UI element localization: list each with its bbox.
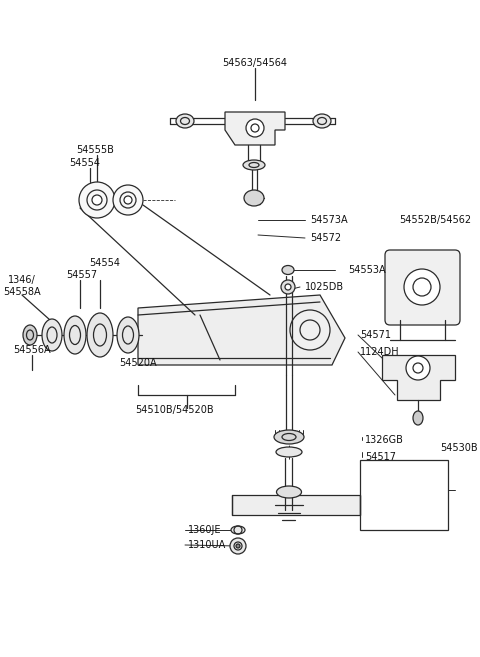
Ellipse shape: [23, 325, 37, 345]
Polygon shape: [232, 495, 360, 515]
Ellipse shape: [313, 114, 331, 128]
Circle shape: [285, 284, 291, 290]
Ellipse shape: [243, 160, 265, 170]
Text: 54530B: 54530B: [440, 443, 478, 453]
Ellipse shape: [231, 526, 245, 534]
Text: 54517: 54517: [365, 452, 396, 462]
Ellipse shape: [87, 313, 113, 357]
Ellipse shape: [276, 447, 302, 457]
Text: 54510B/54520B: 54510B/54520B: [136, 405, 214, 415]
Text: 1124DH: 1124DH: [360, 347, 400, 357]
Text: 54520A: 54520A: [119, 358, 157, 368]
Circle shape: [246, 119, 264, 137]
Text: 54555B: 54555B: [76, 145, 114, 155]
Circle shape: [79, 182, 115, 218]
Ellipse shape: [117, 317, 139, 353]
Circle shape: [230, 538, 246, 554]
Text: 1360JE: 1360JE: [188, 525, 221, 535]
Text: 54556A: 54556A: [13, 345, 51, 355]
Circle shape: [406, 356, 430, 380]
Text: 54572: 54572: [310, 233, 341, 243]
Ellipse shape: [176, 114, 194, 128]
Circle shape: [124, 196, 132, 204]
Text: 54554: 54554: [70, 158, 100, 168]
Circle shape: [113, 185, 143, 215]
Circle shape: [281, 280, 295, 294]
Circle shape: [92, 195, 102, 205]
Circle shape: [236, 544, 240, 548]
Text: 54552B/54562: 54552B/54562: [399, 215, 471, 225]
Ellipse shape: [42, 319, 62, 351]
Polygon shape: [225, 112, 285, 145]
Ellipse shape: [274, 430, 304, 444]
Circle shape: [290, 310, 330, 350]
Text: 54563/54564: 54563/54564: [223, 58, 288, 68]
Ellipse shape: [64, 316, 86, 354]
Polygon shape: [382, 355, 455, 400]
Text: 1025DB: 1025DB: [305, 282, 344, 292]
Ellipse shape: [276, 486, 301, 498]
Circle shape: [404, 269, 440, 305]
Text: 54558A: 54558A: [3, 287, 41, 297]
Text: 54557: 54557: [66, 270, 97, 280]
Text: 1326GB: 1326GB: [365, 435, 404, 445]
Text: 1346/: 1346/: [8, 275, 36, 285]
Text: 1310UA: 1310UA: [188, 540, 226, 550]
FancyBboxPatch shape: [385, 250, 460, 325]
Text: 54553A: 54553A: [348, 265, 385, 275]
Text: 54554: 54554: [89, 258, 120, 268]
Text: 54571: 54571: [360, 330, 391, 340]
Ellipse shape: [413, 411, 423, 425]
Ellipse shape: [244, 190, 264, 206]
Polygon shape: [138, 295, 345, 365]
Ellipse shape: [282, 265, 294, 275]
Text: 54573A: 54573A: [310, 215, 348, 225]
